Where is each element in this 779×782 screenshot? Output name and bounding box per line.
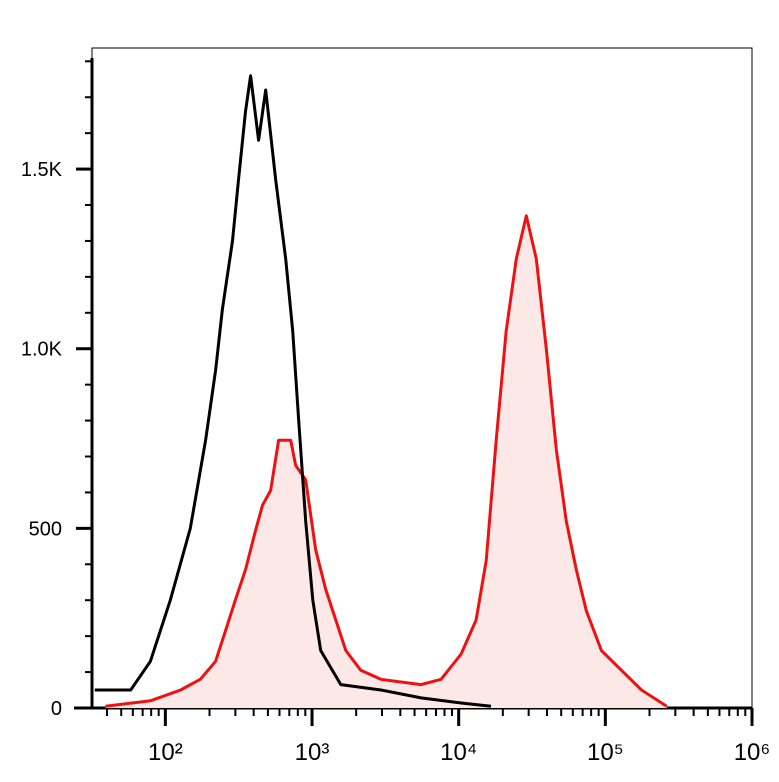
y-tick-label: 500: [29, 518, 62, 540]
histogram-line: [105, 214, 668, 708]
y-tick-label: 1.5K: [21, 159, 63, 181]
x-tick-label: 10⁶: [734, 739, 771, 766]
plot-frame: [91, 47, 753, 709]
x-tick-label: 10⁵: [587, 739, 624, 766]
y-tick-label: 0: [51, 698, 62, 720]
area: [105, 215, 667, 709]
x-tick-label: 10²: [148, 739, 183, 766]
histogram-line: [94, 74, 492, 708]
x-tick-label: 10⁴: [440, 739, 477, 766]
y-tick-label: 1.0K: [21, 339, 63, 361]
x-tick-label: 10³: [295, 739, 330, 766]
